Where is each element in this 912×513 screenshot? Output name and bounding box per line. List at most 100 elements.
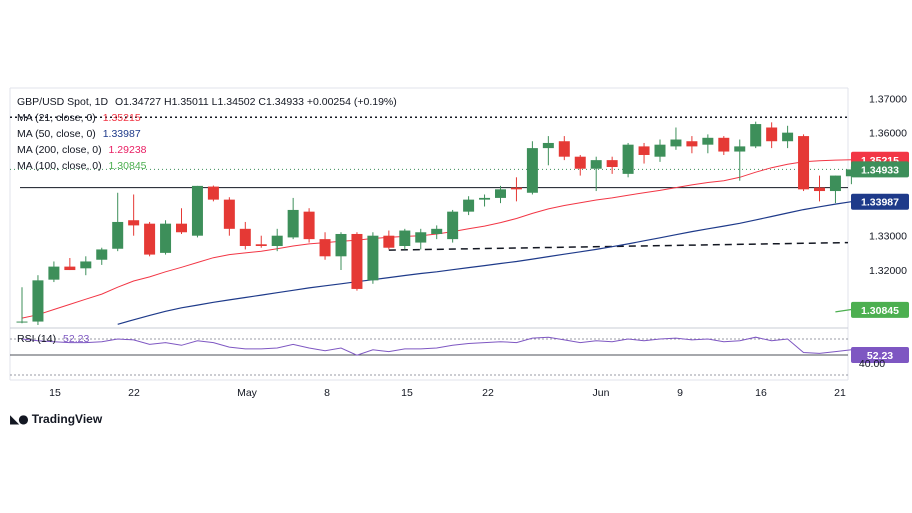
ma50-value: 1.33987	[102, 128, 141, 140]
candle-body[interactable]	[734, 146, 746, 152]
candle-body[interactable]	[798, 136, 810, 190]
time-axis-tick: 9	[677, 387, 683, 399]
candle-body[interactable]	[766, 127, 778, 142]
price-axis-label: 1.30845	[861, 305, 899, 317]
candle-body[interactable]	[191, 185, 203, 236]
candle-body[interactable]	[782, 132, 794, 142]
candle-body[interactable]	[702, 137, 714, 145]
candle-body[interactable]	[48, 266, 60, 280]
candle-body[interactable]	[750, 124, 762, 147]
candle-body[interactable]	[223, 199, 235, 229]
ma21-row[interactable]: MA (21, close, 0) 1.35215	[17, 110, 397, 126]
candle-body[interactable]	[542, 142, 554, 149]
price-label-box	[851, 161, 909, 178]
ma21-value: 1.35215	[102, 112, 141, 124]
candle-body[interactable]	[335, 233, 347, 257]
candle-body[interactable]	[160, 223, 172, 253]
candle-body[interactable]	[670, 139, 682, 147]
price-label-box	[851, 193, 909, 210]
price-axis-tick: 1.33000	[869, 231, 907, 243]
candle-body[interactable]	[255, 244, 267, 246]
candle-body[interactable]	[383, 235, 395, 248]
rsi-line[interactable]	[21, 336, 852, 356]
tradingview-mark-icon: ◣●	[10, 412, 29, 426]
ma200-label: MA (200, close, 0)	[17, 144, 102, 156]
candle-body[interactable]	[606, 160, 618, 167]
ma100-label: MA (100, close, 0)	[17, 160, 102, 172]
symbol-label[interactable]: GBP/USD Spot, 1D	[17, 96, 109, 108]
candle-body[interactable]	[479, 197, 491, 200]
price-axis-label: 1.34933	[861, 164, 899, 176]
rsi-value-box	[851, 346, 909, 363]
ma200-row[interactable]: MA (200, close, 0) 1.29238	[17, 142, 397, 158]
candle-body[interactable]	[144, 223, 156, 255]
rsi-value: 52.23	[63, 333, 90, 345]
candle-body[interactable]	[526, 148, 538, 193]
candle-body[interactable]	[574, 156, 586, 169]
time-axis-tick: 22	[128, 387, 140, 399]
time-axis-tick: 22	[482, 387, 494, 399]
candle-body[interactable]	[287, 209, 299, 238]
candle-body[interactable]	[32, 280, 44, 322]
tradingview-logo[interactable]: ◣● TradingView	[10, 412, 102, 426]
candle-body[interactable]	[829, 175, 841, 192]
candle-body[interactable]	[510, 187, 522, 190]
rsi-legend[interactable]: RSI (14) 52.23	[17, 333, 89, 345]
time-axis-tick: Jun	[593, 387, 610, 399]
candle-body[interactable]	[351, 233, 363, 289]
candle-body[interactable]	[399, 230, 411, 246]
candle-body[interactable]	[303, 211, 315, 240]
candle-body[interactable]	[558, 141, 570, 157]
candle-body[interactable]	[590, 160, 602, 169]
rsi-axis-label: 52.23	[867, 350, 893, 362]
candle-body[interactable]	[431, 228, 443, 234]
candle-body[interactable]	[16, 321, 28, 323]
candle-body[interactable]	[814, 187, 825, 192]
candle-body[interactable]	[64, 266, 76, 271]
candle-body[interactable]	[638, 146, 650, 155]
time-axis-tick: 21	[834, 387, 846, 399]
chart-legend: GBP/USD Spot, 1D O1.34727 H1.35011 L1.34…	[17, 94, 397, 174]
candle-body[interactable]	[96, 249, 108, 260]
ma100-row[interactable]: MA (100, close, 0) 1.30845	[17, 158, 397, 174]
candle-body[interactable]	[686, 141, 698, 147]
time-axis-tick: 15	[49, 387, 61, 399]
time-axis-tick: May	[237, 387, 258, 399]
price-axis-label: 1.33987	[861, 197, 899, 209]
candle-body[interactable]	[128, 220, 140, 226]
candle-body[interactable]	[176, 223, 187, 233]
ma200-value: 1.29238	[108, 144, 147, 156]
rsi-label: RSI (14)	[17, 333, 57, 345]
ma50-line[interactable]	[117, 201, 852, 325]
price-axis-tick: 1.37000	[869, 93, 907, 105]
ma50-row[interactable]: MA (50, close, 0) 1.33987	[17, 126, 397, 142]
price-axis-tick: 1.32000	[869, 265, 907, 277]
candle-body[interactable]	[622, 144, 634, 174]
ma100-value: 1.30845	[108, 160, 147, 172]
brand-name: TradingView	[31, 412, 103, 426]
candle-body[interactable]	[415, 232, 427, 243]
candle-body[interactable]	[80, 261, 92, 269]
ohlc-values: O1.34727 H1.35011 L1.34502 C1.34933 +0.0…	[114, 96, 397, 108]
ma50-label: MA (50, close, 0)	[17, 128, 96, 140]
candle-body[interactable]	[367, 235, 379, 281]
candle-body[interactable]	[271, 235, 283, 246]
candle-body[interactable]	[319, 239, 331, 257]
dashed-trend-line[interactable]	[388, 241, 849, 251]
candle-body[interactable]	[239, 228, 251, 246]
price-label-box	[851, 301, 909, 318]
candle-body[interactable]	[654, 144, 666, 157]
candle-body[interactable]	[207, 186, 219, 200]
ma100-line[interactable]	[835, 308, 852, 313]
time-axis-tick: 16	[755, 387, 767, 399]
rsi-axis-tick: 40.00	[859, 358, 885, 370]
time-axis-tick: 8	[324, 387, 330, 399]
candle-body[interactable]	[718, 137, 730, 152]
candle-body[interactable]	[447, 211, 459, 240]
symbol-row: GBP/USD Spot, 1D O1.34727 H1.35011 L1.34…	[17, 94, 397, 110]
candle-body[interactable]	[495, 189, 506, 198]
candle-body[interactable]	[463, 199, 475, 212]
ma21-label: MA (21, close, 0)	[17, 112, 96, 124]
candle-body[interactable]	[112, 221, 124, 249]
